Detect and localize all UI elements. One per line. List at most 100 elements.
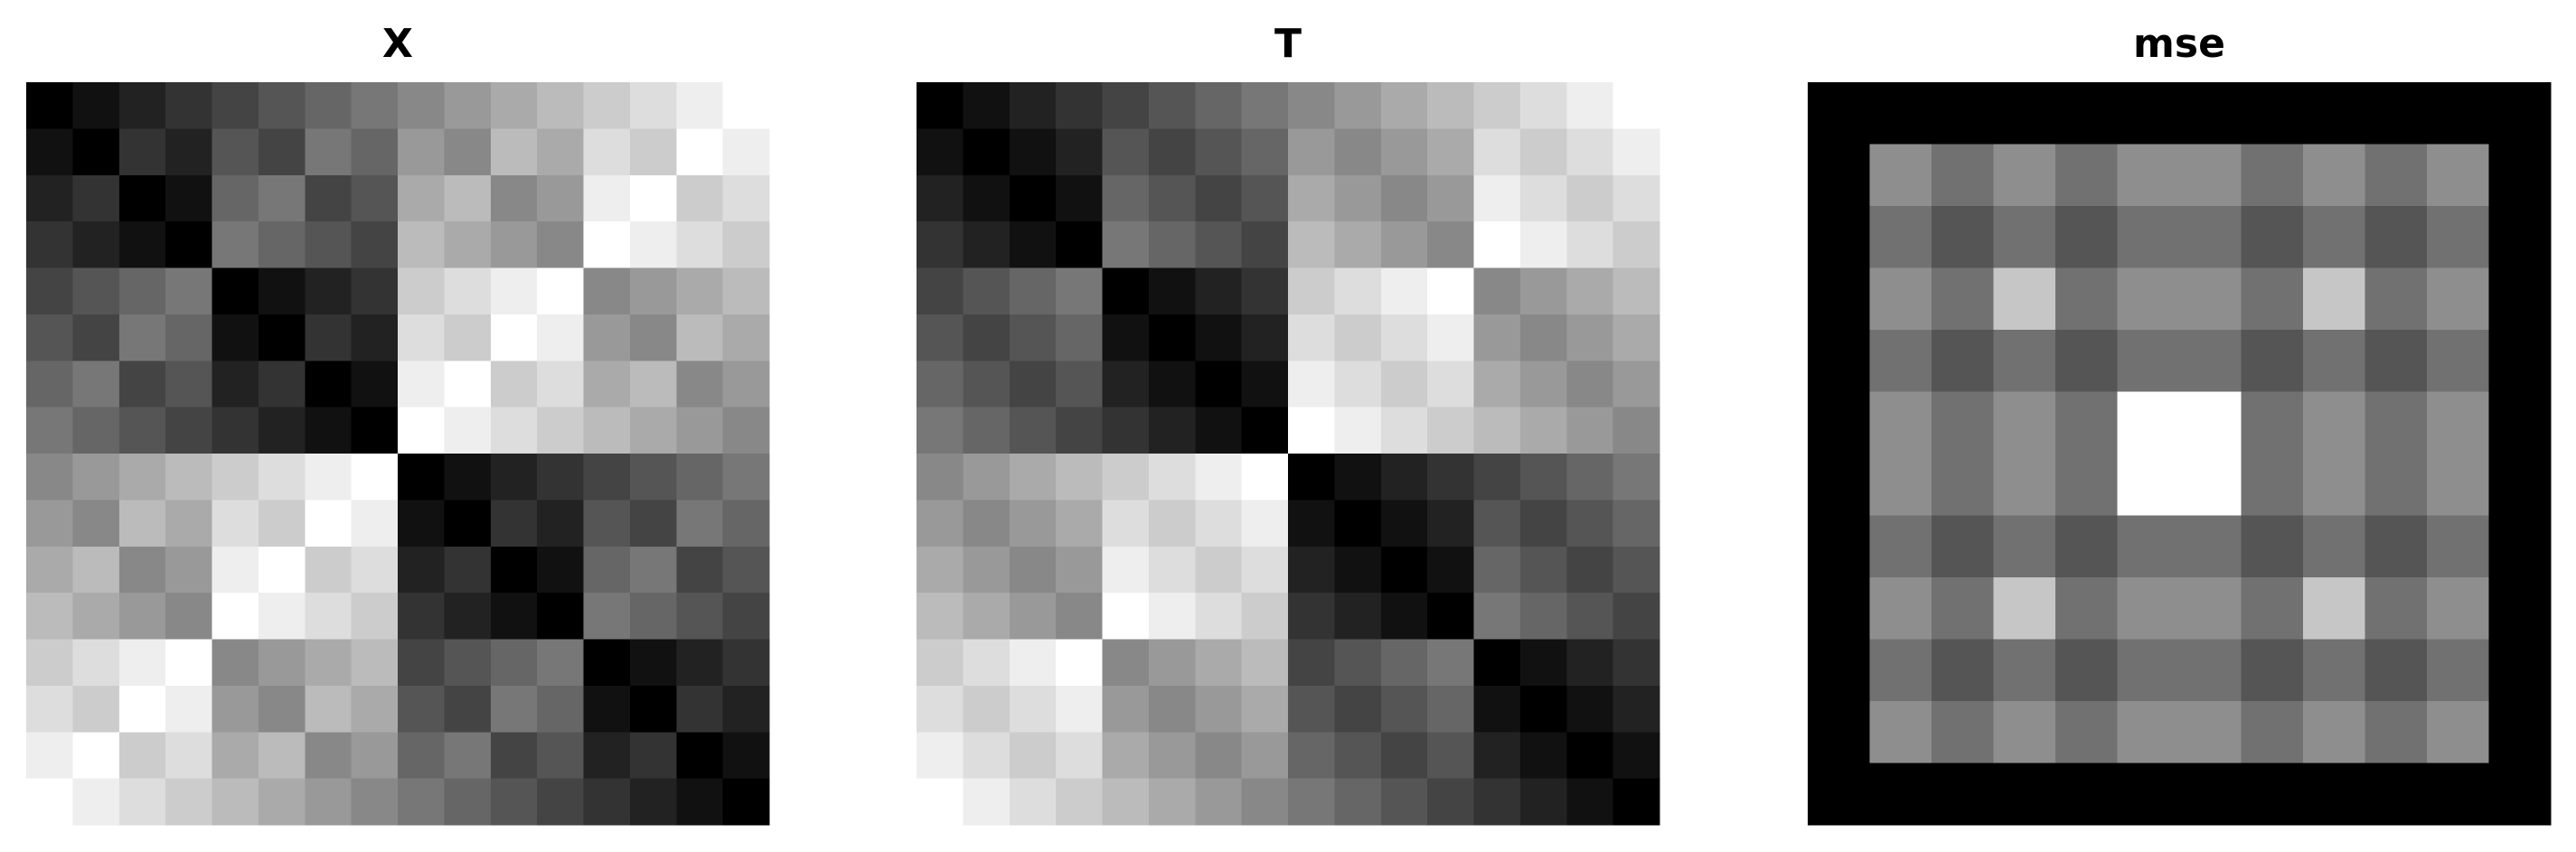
heatmap-cell [444, 732, 492, 780]
heatmap-cell [1932, 330, 1995, 393]
heatmap-cell [1056, 407, 1104, 454]
heatmap-cell [2488, 515, 2552, 578]
heatmap-cell [2055, 267, 2119, 331]
heatmap-cell [722, 82, 770, 129]
heatmap-cell [1566, 314, 1614, 361]
heatmap-cell [1932, 639, 1995, 702]
heatmap-cell [2241, 391, 2304, 454]
heatmap-cell [722, 778, 770, 826]
heatmap-cell [490, 221, 538, 269]
heatmap-panel: X [26, 21, 770, 826]
heatmap-cell [676, 685, 724, 733]
heatmap-cell [118, 221, 166, 269]
heatmap-cell [2488, 82, 2552, 145]
heatmap-cell [1612, 221, 1660, 269]
heatmap-cell [1195, 593, 1243, 641]
heatmap-cell [1009, 778, 1057, 826]
heatmap-cell [2364, 82, 2428, 145]
heatmap-cell [1148, 267, 1196, 315]
heatmap-cell [490, 732, 538, 780]
heatmap-cell [398, 221, 445, 269]
heatmap-cell [1869, 206, 1932, 269]
heatmap-cell [2303, 701, 2366, 764]
heatmap-cell [917, 639, 964, 687]
heatmap-cell [2364, 639, 2428, 702]
heatmap-cell [305, 314, 353, 361]
heatmap-cell [1009, 221, 1057, 269]
heatmap-cell [1869, 639, 1932, 702]
heatmap-cell [1869, 454, 1932, 517]
heatmap-cell [1427, 314, 1475, 361]
heatmap-cell [2427, 763, 2490, 826]
heatmap-cell [1993, 577, 2056, 641]
heatmap-cell [1427, 593, 1475, 641]
heatmap-cell [1993, 515, 2056, 578]
heatmap-cell [1288, 314, 1335, 361]
heatmap-cell [722, 360, 770, 408]
heatmap-cell [26, 314, 73, 361]
heatmap-cell [165, 732, 213, 780]
heatmap-cell [1869, 82, 1932, 145]
heatmap-cell [490, 267, 538, 315]
heatmap-cell [1473, 639, 1521, 687]
heatmap-cell [1869, 701, 1932, 764]
heatmap-cell [351, 685, 399, 733]
heatmap-cell [305, 407, 353, 454]
heatmap-cell [1519, 546, 1567, 594]
heatmap-cell [1566, 593, 1614, 641]
heatmap-cell [1334, 314, 1382, 361]
heatmap-cell [118, 732, 166, 780]
heatmap-cell [1519, 732, 1567, 780]
heatmap-cell [1808, 144, 1871, 207]
heatmap-cell [1993, 267, 2056, 331]
heatmap-cell [72, 314, 120, 361]
heatmap-cell [72, 360, 120, 408]
heatmap-cell [2303, 206, 2366, 269]
heatmap-cell [1241, 128, 1289, 176]
heatmap-cell [1009, 685, 1057, 733]
heatmap-cell [258, 267, 306, 315]
heatmap-cell [583, 314, 631, 361]
heatmap-cell [165, 685, 213, 733]
heatmap-cell [676, 360, 724, 408]
heatmap-cell [2364, 454, 2428, 517]
heatmap-cell [1241, 732, 1289, 780]
heatmap-cell [1334, 174, 1382, 222]
heatmap-cell [722, 407, 770, 454]
heatmap-cell [1566, 546, 1614, 594]
heatmap-cell [1519, 360, 1567, 408]
heatmap-cell [444, 407, 492, 454]
heatmap-cell [917, 732, 964, 780]
heatmap-cell [1932, 82, 1995, 145]
heatmap-cell [398, 500, 445, 548]
heatmap-cell [165, 454, 213, 501]
heatmap-cell [1612, 546, 1660, 594]
heatmap-cell [72, 82, 120, 129]
heatmap-cell [118, 546, 166, 594]
heatmap-cell [2241, 515, 2304, 578]
heatmap-cell [1195, 314, 1243, 361]
heatmap-cell [2303, 267, 2366, 331]
heatmap-cell [629, 500, 677, 548]
heatmap-cell [490, 639, 538, 687]
heatmap-cell [212, 546, 259, 594]
heatmap-cell [444, 360, 492, 408]
heatmap-cell [963, 314, 1011, 361]
heatmap-cell [1056, 546, 1104, 594]
heatmap-cell [444, 639, 492, 687]
heatmap-cell [1288, 360, 1335, 408]
heatmap-cell [963, 500, 1011, 548]
heatmap-cell [1009, 82, 1057, 129]
heatmap-cell [1102, 407, 1150, 454]
heatmap-cell [1932, 144, 1995, 207]
heatmap-cell [1195, 407, 1243, 454]
heatmap-cell [490, 546, 538, 594]
heatmap-cell [444, 546, 492, 594]
heatmap-cell [165, 128, 213, 176]
heatmap-cell [537, 82, 585, 129]
heatmap-cell [1009, 500, 1057, 548]
heatmap-cell [1056, 267, 1104, 315]
heatmap-cell [1380, 221, 1428, 269]
heatmap-cell [1932, 391, 1995, 454]
heatmap-cell [444, 778, 492, 826]
